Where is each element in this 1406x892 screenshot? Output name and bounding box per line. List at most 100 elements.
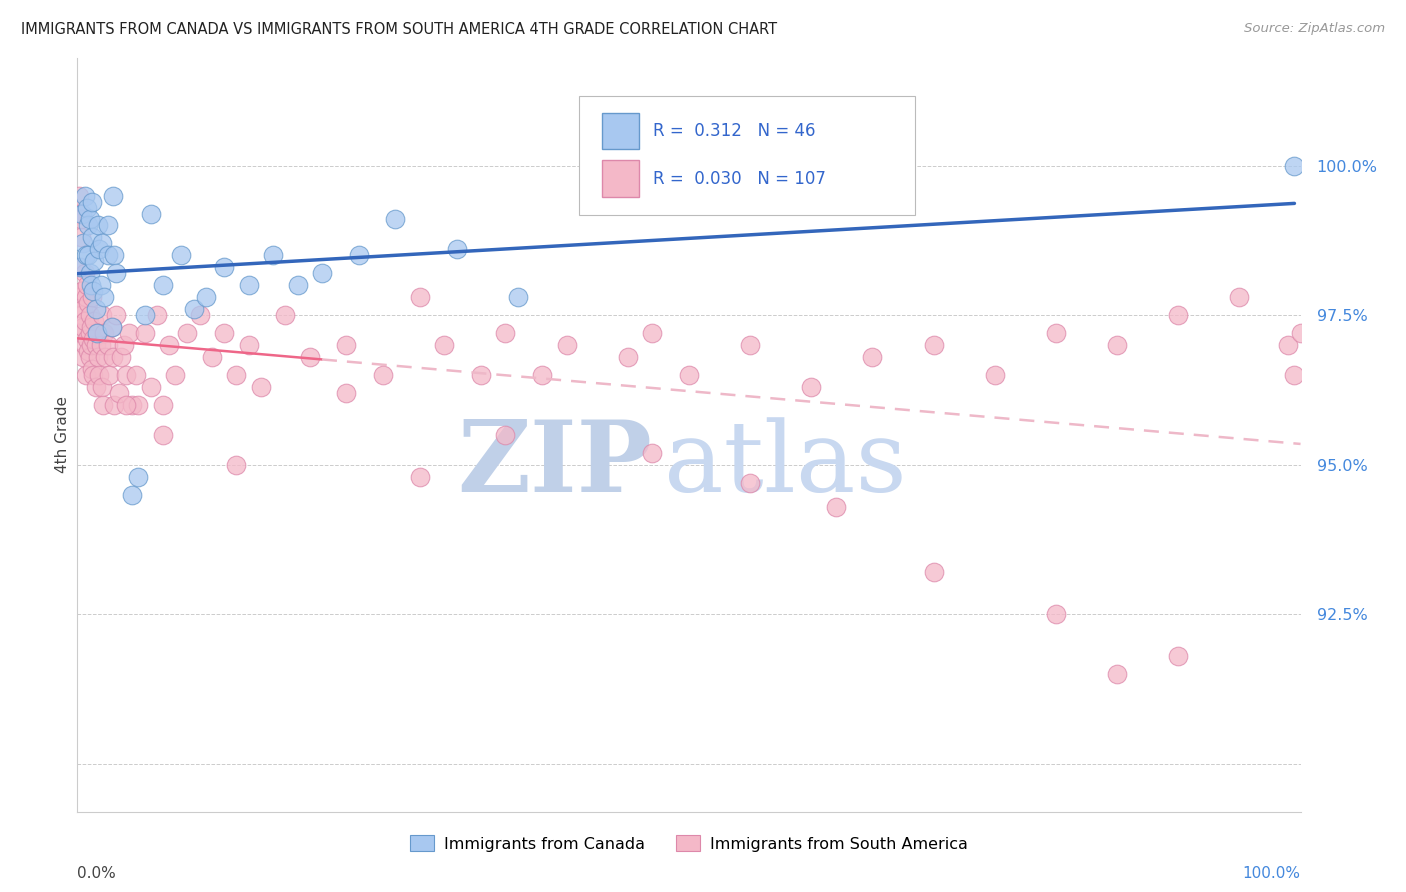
Point	[73, 188, 96, 202]
Point	[79, 308, 101, 322]
FancyBboxPatch shape	[602, 161, 638, 196]
Point	[79, 266, 101, 280]
Point	[740, 475, 762, 490]
Point	[97, 219, 120, 233]
Point	[121, 398, 143, 412]
Point	[139, 380, 162, 394]
Point	[194, 290, 217, 304]
Point	[83, 314, 105, 328]
Point	[165, 368, 187, 382]
Point	[73, 338, 96, 352]
Point	[97, 338, 120, 352]
Point	[75, 248, 97, 262]
Point	[67, 188, 90, 202]
Point	[103, 248, 125, 262]
Point	[112, 338, 135, 352]
Point	[89, 368, 111, 382]
Point	[335, 338, 357, 352]
Point	[80, 320, 103, 334]
Point	[82, 332, 104, 346]
Point	[1167, 649, 1189, 664]
Point	[134, 326, 156, 340]
Point	[1107, 338, 1129, 352]
Point	[77, 296, 100, 310]
Point	[80, 194, 103, 209]
Point	[157, 338, 180, 352]
Point	[409, 469, 432, 483]
Point	[1045, 326, 1067, 340]
Point	[740, 338, 762, 352]
Point	[470, 368, 492, 382]
Point	[371, 368, 394, 382]
Point	[212, 260, 235, 275]
Point	[75, 290, 97, 304]
Point	[176, 326, 198, 340]
Point	[105, 308, 128, 322]
Text: ZIP: ZIP	[457, 417, 652, 514]
Point	[433, 338, 456, 352]
Point	[93, 326, 115, 340]
Point	[79, 212, 101, 227]
Point	[146, 308, 169, 322]
Point	[238, 278, 260, 293]
Point	[90, 278, 112, 293]
Point	[70, 326, 93, 340]
Point	[77, 344, 100, 359]
Point	[77, 219, 100, 233]
Point	[495, 427, 517, 442]
Point	[100, 320, 122, 334]
Point	[862, 350, 884, 364]
Point	[72, 236, 94, 251]
Point	[134, 308, 156, 322]
Point	[127, 398, 149, 412]
Point	[70, 308, 93, 322]
Point	[72, 302, 94, 317]
Point	[800, 380, 823, 394]
Point	[139, 206, 162, 220]
Legend: Immigrants from Canada, Immigrants from South America: Immigrants from Canada, Immigrants from …	[404, 829, 974, 858]
Text: Source: ZipAtlas.com: Source: ZipAtlas.com	[1244, 22, 1385, 36]
Point	[86, 326, 108, 340]
Point	[70, 206, 93, 220]
Point	[84, 302, 107, 317]
Point	[90, 236, 112, 251]
Point	[72, 350, 94, 364]
Point	[984, 368, 1007, 382]
Point	[100, 320, 122, 334]
Point	[1289, 326, 1312, 340]
Point	[201, 350, 224, 364]
Point	[73, 266, 96, 280]
Point	[77, 248, 100, 262]
Point	[80, 278, 103, 293]
Point	[76, 201, 98, 215]
Point	[69, 260, 91, 275]
Point	[641, 446, 664, 460]
Point	[287, 278, 309, 293]
Point	[101, 350, 124, 364]
Point	[79, 326, 101, 340]
Point	[225, 368, 247, 382]
Point	[298, 350, 321, 364]
Point	[1277, 338, 1299, 352]
Point	[922, 338, 945, 352]
Point	[641, 326, 664, 340]
Point	[495, 326, 517, 340]
Point	[94, 350, 117, 364]
Point	[89, 243, 111, 257]
Point	[73, 314, 96, 328]
Point	[1107, 667, 1129, 681]
Point	[1229, 290, 1251, 304]
Point	[183, 302, 205, 317]
Point	[70, 212, 93, 227]
Point	[311, 266, 333, 280]
Point	[212, 326, 235, 340]
Text: IMMIGRANTS FROM CANADA VS IMMIGRANTS FROM SOUTH AMERICA 4TH GRADE CORRELATION CH: IMMIGRANTS FROM CANADA VS IMMIGRANTS FRO…	[21, 22, 778, 37]
Point	[118, 326, 141, 340]
FancyBboxPatch shape	[579, 95, 915, 215]
Point	[262, 248, 284, 262]
Text: R =  0.030   N = 107: R = 0.030 N = 107	[654, 169, 827, 187]
Text: 0.0%: 0.0%	[77, 865, 117, 880]
Point	[75, 368, 97, 382]
Point	[70, 230, 93, 244]
Y-axis label: 4th Grade: 4th Grade	[55, 396, 70, 474]
